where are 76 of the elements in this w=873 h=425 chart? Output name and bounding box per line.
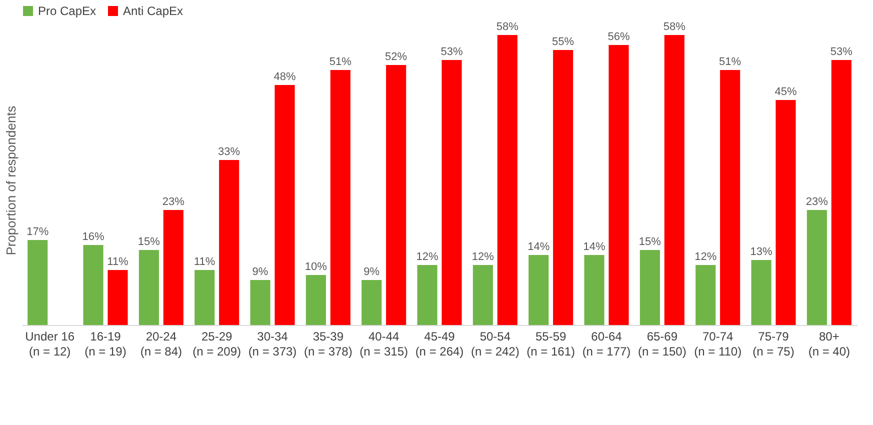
bar: [776, 100, 796, 325]
bar: [553, 50, 574, 325]
data-label: 11%: [107, 256, 129, 268]
bar: [194, 270, 215, 325]
bar: [831, 60, 852, 325]
bar: [108, 270, 128, 325]
data-label: 23%: [162, 196, 185, 208]
data-label: 15%: [138, 236, 160, 248]
data-label: 51%: [329, 56, 352, 68]
bar: [584, 255, 604, 325]
data-label: 53%: [440, 46, 463, 58]
bar: [417, 265, 438, 325]
data-label: 13%: [750, 246, 772, 258]
bar: [751, 260, 772, 325]
x-tick-label: 60-64 (n = 177): [582, 330, 631, 358]
bar: [386, 65, 406, 325]
x-tick-label: 55-59 (n = 161): [526, 330, 576, 358]
data-label: 14%: [528, 241, 550, 253]
bar: [219, 160, 240, 325]
y-axis-title: Proportion of respondents: [4, 105, 18, 256]
data-label: 58%: [496, 21, 519, 33]
x-tick-label: 45-49 (n = 264): [415, 330, 464, 358]
data-label: 53%: [830, 46, 853, 58]
data-label: 10%: [304, 261, 328, 273]
bar: [442, 60, 462, 325]
bar: [806, 210, 827, 325]
data-label: 14%: [583, 241, 606, 253]
data-label: 23%: [806, 196, 828, 208]
x-tick-label: 70-74 (n = 110): [694, 330, 742, 358]
data-label: 12%: [472, 251, 494, 263]
bar: [696, 265, 716, 325]
bar: [330, 70, 350, 325]
data-label: 9%: [364, 266, 380, 278]
x-tick-label: 65-69 (n = 150): [638, 330, 686, 358]
bar: [472, 265, 493, 325]
legend-label: Anti CapEx: [123, 4, 184, 18]
bar: [720, 70, 740, 325]
x-tick-label: 16-19 (n = 19): [84, 330, 126, 358]
data-label: 9%: [252, 266, 268, 278]
bar: [664, 35, 684, 325]
bar: [83, 245, 104, 325]
bar: [362, 280, 382, 325]
data-label: 11%: [194, 256, 216, 268]
bar: [250, 280, 270, 325]
bar: [608, 45, 629, 325]
data-label: 12%: [694, 251, 717, 263]
x-tick-label: 25-29 (n = 209): [192, 330, 242, 358]
x-tick-label: 50-54 (n = 242): [470, 330, 520, 358]
legend-label: Pro CapEx: [38, 4, 96, 18]
x-tick-label: 40-44 (n = 315): [360, 330, 408, 358]
x-tick-label: 20-24 (n = 84): [140, 330, 182, 358]
x-tick-label: Under 16 (n = 12): [25, 330, 75, 358]
data-label: 33%: [218, 146, 240, 158]
data-label: 52%: [385, 51, 408, 63]
x-tick-label: 30-34 (n = 373): [248, 330, 297, 358]
bar: [306, 275, 326, 325]
x-tick-label: 35-39 (n = 378): [304, 330, 352, 358]
data-label: 12%: [416, 251, 438, 263]
bar: [497, 35, 518, 325]
x-tick-label: 75-79 (n = 75): [752, 330, 794, 358]
data-label: 51%: [719, 56, 742, 68]
data-label: 45%: [774, 86, 797, 98]
data-label: 48%: [274, 71, 296, 83]
data-label: 56%: [608, 31, 630, 43]
bar: [163, 210, 184, 325]
bar: [28, 240, 48, 325]
bar: [274, 85, 295, 325]
x-tick-label: 80+ (n = 40): [808, 330, 850, 358]
data-label: 55%: [552, 36, 574, 48]
data-label: 58%: [663, 21, 686, 33]
data-label: 17%: [26, 226, 49, 238]
data-label: 16%: [82, 231, 104, 243]
bar: [138, 250, 159, 325]
bar: [640, 250, 660, 325]
data-label: 15%: [638, 236, 662, 248]
bar: [528, 255, 549, 325]
